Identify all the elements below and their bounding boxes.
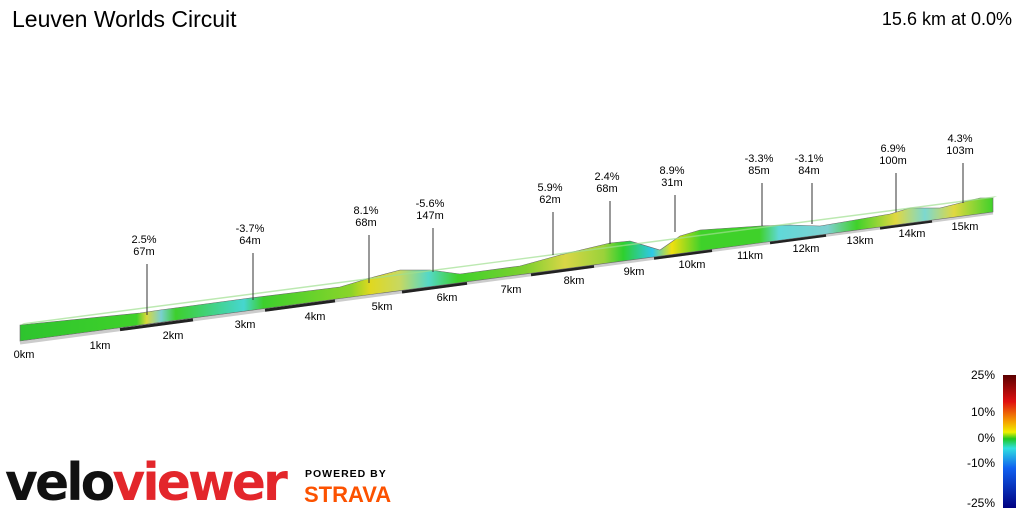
annotation-grade: 5.9% — [537, 182, 562, 194]
distance-label: 14km — [899, 228, 926, 240]
annotation-grade: -5.6% — [416, 198, 445, 210]
colour-scale — [1003, 375, 1016, 508]
annotation-grade: 4.3% — [947, 133, 972, 145]
annotation-grade: -3.3% — [745, 153, 774, 165]
annotation-length: 67m — [133, 246, 154, 258]
distance-label: 5km — [372, 301, 393, 313]
annotation-grade: 2.4% — [594, 171, 619, 183]
annotation-length: 103m — [946, 145, 974, 157]
distance-label: 4km — [305, 311, 326, 323]
annotation-grade: 8.9% — [659, 165, 684, 177]
elevation-ribbon — [19, 197, 994, 342]
title: Leuven Worlds Circuit — [12, 6, 237, 32]
legend-label: -10% — [967, 456, 995, 470]
logo-part: viewer — [112, 453, 288, 512]
annotation-length: 100m — [879, 155, 907, 167]
distance-label: 15km — [952, 221, 979, 233]
annotation-length: 31m — [661, 177, 682, 189]
legend-label: -25% — [967, 496, 995, 510]
annotation-length: 62m — [539, 194, 560, 206]
distance-label: 1km — [90, 340, 111, 352]
km-dash — [401, 281, 468, 294]
distance-label: 3km — [235, 319, 256, 331]
distance-label: 9km — [624, 266, 645, 278]
legend-label: 0% — [978, 431, 996, 445]
annotation-length: 85m — [748, 165, 769, 177]
annotation-grade: 6.9% — [880, 143, 905, 155]
distance-label: 8km — [564, 275, 585, 287]
km-dash — [530, 264, 595, 277]
km-dash — [264, 299, 336, 312]
km-dash — [119, 318, 194, 332]
distance-label: 2km — [163, 330, 184, 342]
annotation-grade: 8.1% — [353, 205, 378, 217]
annotation-length: 68m — [596, 183, 617, 195]
distance-label: 11km — [737, 250, 763, 262]
strava: STRAVA — [304, 482, 391, 507]
km-dash — [769, 233, 827, 245]
distance-label: 7km — [501, 284, 522, 296]
ribbon-top — [20, 196, 997, 325]
powered-by: POWERED BY — [305, 468, 387, 480]
annotation-length: 64m — [239, 235, 260, 247]
distance-label: 13km — [847, 235, 874, 247]
annotation-grade: -3.1% — [795, 153, 824, 165]
annotation-length: 84m — [798, 165, 819, 177]
legend-label: 25% — [971, 368, 995, 382]
logo: veloviewer — [5, 453, 288, 512]
distance-label: 12km — [793, 243, 820, 255]
km-dashes — [119, 219, 933, 332]
legend: 25% 10% 0% -10% -25% — [967, 368, 995, 510]
annotation-grade: 2.5% — [131, 234, 156, 246]
summary: 15.6 km at 0.0% — [882, 9, 1012, 29]
logo-part: velo — [5, 453, 114, 512]
annotation-grade: -3.7% — [236, 223, 265, 235]
km-dash — [879, 219, 933, 230]
km-dash — [653, 249, 713, 260]
distance-label: 0km — [14, 349, 35, 361]
legend-label: 10% — [971, 405, 995, 419]
annotation-length: 68m — [355, 217, 376, 229]
annotation-length: 147m — [416, 210, 444, 222]
distance-label: 10km — [679, 259, 706, 271]
annotations: 2.5%67m-3.7%64m8.1%68m-5.6%147m5.9%62m2.… — [131, 133, 974, 315]
distance-labels: 0km 1km 2km 3km 4km 5km 6km 7km 8km 9km 10km 11km 12… — [14, 221, 979, 361]
distance-label: 6km — [437, 292, 458, 304]
